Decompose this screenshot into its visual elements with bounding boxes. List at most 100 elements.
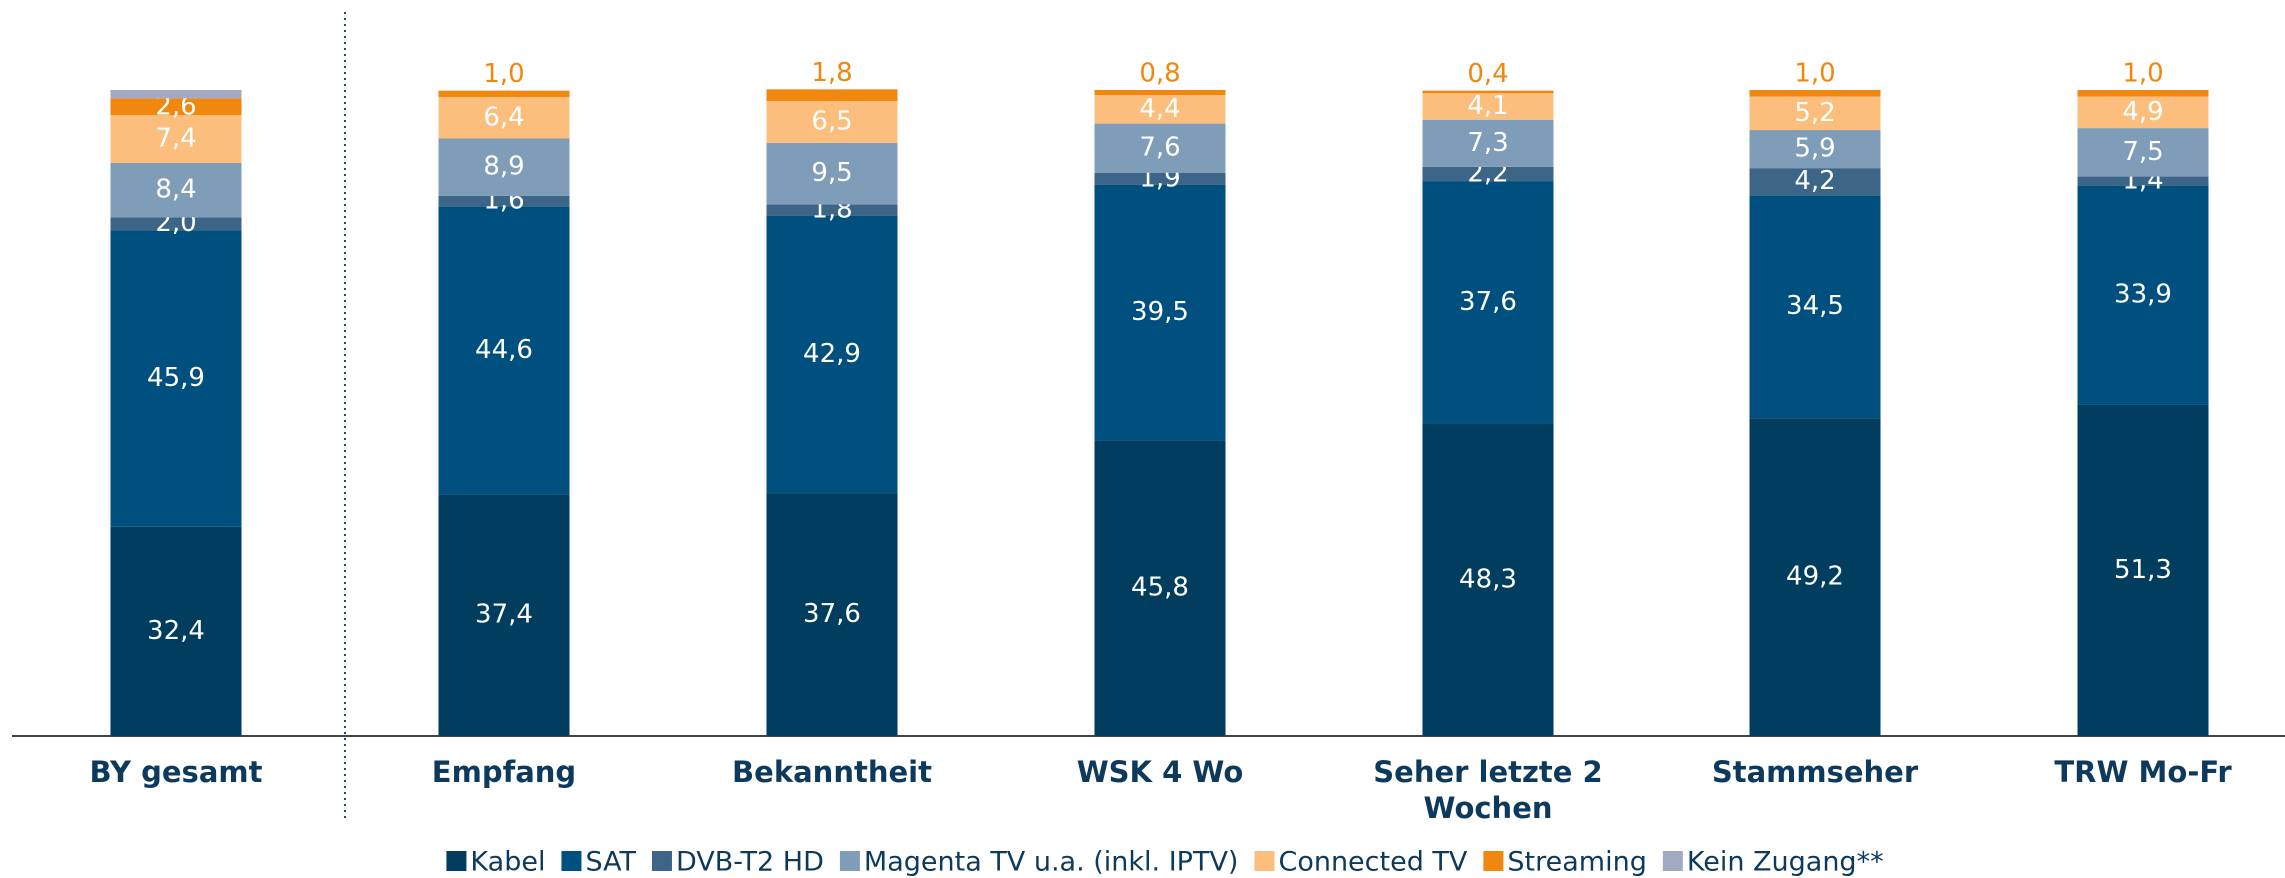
data-label: 45,8	[1131, 573, 1189, 603]
data-label: 37,6	[1459, 287, 1517, 317]
data-label: 51,3	[2114, 555, 2172, 585]
data-label: 32,4	[147, 616, 205, 646]
x-tick-label: Empfang	[432, 755, 576, 789]
data-label: 4,2	[1794, 166, 1835, 196]
x-tick-label: Seher letzte 2 Wochen	[1373, 755, 1602, 825]
data-label: 39,5	[1131, 297, 1189, 327]
legend-label: SAT	[585, 847, 636, 878]
bar-segment	[1422, 119, 1554, 167]
data-label: 0,4	[1467, 59, 1508, 89]
x-tick-label: Stammseher	[1712, 755, 1919, 789]
bar-segment	[438, 494, 570, 736]
x-tick-label: BY gesamt	[90, 755, 263, 789]
data-label: 7,5	[2122, 137, 2163, 167]
bar-segment	[1422, 423, 1554, 736]
data-label: 7,6	[1139, 133, 1180, 163]
bar-segment	[110, 90, 242, 99]
x-tick-label: TRW Mo-Fr	[2054, 755, 2232, 789]
bar-segment	[766, 204, 898, 216]
x-tick-label: WSK 4 Wo	[1077, 755, 1244, 789]
data-label: 49,2	[1786, 562, 1844, 592]
legend-swatch	[839, 851, 860, 871]
bar-segment	[1094, 172, 1226, 185]
legend-label: Magenta TV u.a. (inkl. IPTV)	[864, 847, 1239, 878]
data-label: 7,3	[1467, 128, 1508, 158]
bar-segment	[766, 100, 898, 143]
data-label: 4,9	[2122, 97, 2163, 127]
bar-segment	[766, 89, 898, 101]
bar-segment	[766, 493, 898, 736]
bar-segment	[110, 98, 242, 116]
bar-segment	[2077, 128, 2209, 177]
bar-segment	[766, 215, 898, 494]
legend-label: Streaming	[1507, 847, 1646, 878]
bar-segment	[1094, 123, 1226, 173]
data-label: 9,5	[811, 158, 852, 188]
data-label: 8,4	[155, 175, 196, 205]
legend-swatch	[561, 851, 582, 871]
data-label: 5,9	[1794, 134, 1835, 164]
data-label: 33,9	[2114, 280, 2172, 310]
data-label: 4,1	[1467, 91, 1508, 121]
data-label: 6,4	[483, 102, 524, 132]
bar-segment	[1094, 440, 1226, 736]
bar-segment	[2077, 185, 2209, 405]
bar-segment	[438, 90, 570, 98]
bar-segment	[438, 97, 570, 139]
legend: Kabel SAT DVB-T2 HD Magenta TV u.a. (inkl. …	[446, 847, 1884, 878]
bar-segment	[1422, 93, 1554, 120]
data-label: 7,4	[155, 124, 196, 154]
legend-label: Connected TV	[1278, 847, 1467, 878]
bar-segment	[2077, 96, 2209, 129]
data-label: 45,9	[147, 363, 205, 393]
bar-segment	[2077, 404, 2209, 736]
bar-segment	[1094, 184, 1226, 441]
bar-segment	[1749, 90, 1881, 97]
data-label: 37,4	[475, 600, 533, 630]
bar-segment	[1422, 181, 1554, 424]
legend-label: Kein Zugang**	[1687, 847, 1884, 878]
bar-segment	[438, 195, 570, 207]
legend-swatch	[651, 851, 672, 871]
x-tick-label: Bekanntheit	[732, 755, 932, 789]
data-label: 42,9	[803, 339, 861, 369]
data-label: 48,3	[1459, 564, 1517, 594]
legend-swatch	[1662, 851, 1683, 871]
bar-segment	[1422, 90, 1554, 94]
data-label: 44,6	[475, 335, 533, 365]
legend-swatch	[1254, 851, 1275, 871]
legend-swatch	[446, 851, 467, 871]
bar-segment	[1749, 195, 1881, 419]
bar-segment	[110, 526, 242, 736]
bar-segment	[1094, 95, 1226, 124]
bar-segment	[1749, 418, 1881, 736]
data-label: 37,6	[803, 599, 861, 629]
legend-swatch	[1483, 851, 1504, 871]
data-label: 34,5	[1786, 291, 1844, 321]
data-label: 1,0	[2122, 59, 2163, 89]
bar-segment	[110, 230, 242, 527]
data-label: 8,9	[483, 152, 524, 182]
bar-segment	[2077, 90, 2209, 97]
data-label: 1,0	[1794, 59, 1835, 89]
bar-segment	[766, 142, 898, 205]
data-label: 1,8	[811, 58, 852, 88]
data-label: 0,8	[1139, 59, 1180, 89]
bar-segment	[2077, 176, 2209, 186]
bar-segment	[110, 162, 242, 218]
data-label: 4,4	[1139, 94, 1180, 124]
data-label: 6,5	[811, 106, 852, 136]
data-label: 5,2	[1794, 98, 1835, 128]
bar-segment	[1422, 166, 1554, 182]
bar-segment	[438, 206, 570, 495]
bar-segment	[1749, 96, 1881, 131]
legend-label: Kabel	[470, 847, 545, 878]
legend-label: DVB-T2 HD	[676, 847, 824, 878]
bar-segment	[1749, 130, 1881, 169]
bar-segment	[1749, 168, 1881, 196]
bar-segment	[110, 217, 242, 231]
bar-segment	[1094, 90, 1226, 96]
bar-segment	[438, 138, 570, 196]
data-label: 1,0	[483, 59, 524, 89]
